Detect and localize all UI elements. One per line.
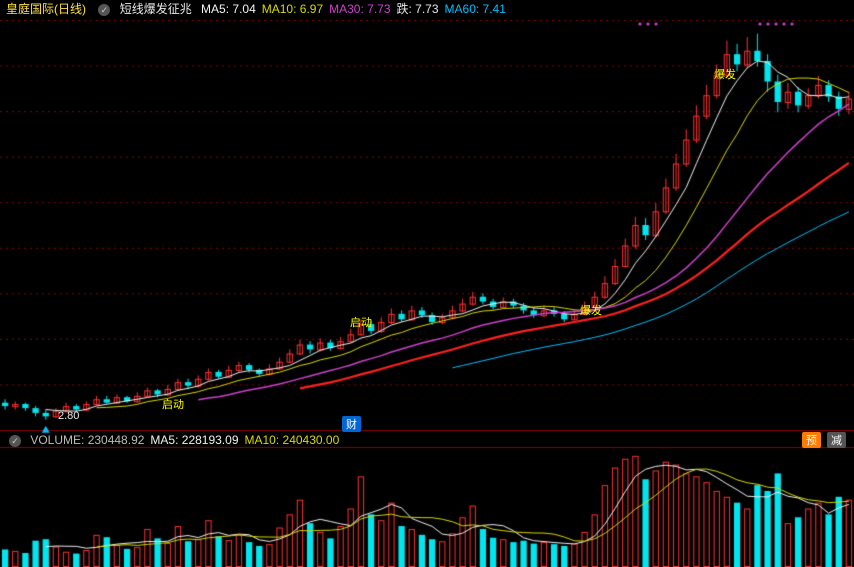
stock-title: 皇庭国际(日线) <box>6 2 86 16</box>
price-header: 皇庭国际(日线) ✓ 短线爆发征兆 MA5: 7.04 MA10: 6.97 MA3… <box>0 0 518 18</box>
volume-toggle-icon[interactable]: ✓ <box>9 435 21 447</box>
bottom-badges: 预 减 <box>799 432 846 448</box>
volume-canvas[interactable] <box>0 0 854 567</box>
chart-root: 皇庭国际(日线) ✓ 短线爆发征兆 MA5: 7.04 MA10: 6.97 MA3… <box>0 0 854 567</box>
header-ma10: MA10: 6.97 <box>262 2 323 16</box>
indicator-toggle-icon[interactable]: ✓ <box>98 4 110 16</box>
jian-badge[interactable]: 减 <box>827 432 846 448</box>
header-ma5: MA5: 7.04 <box>201 2 256 16</box>
yu-badge[interactable]: 预 <box>802 432 821 448</box>
volheader-ma10: MA10: 240430.00 <box>245 433 340 447</box>
header-跌: 跌: 7.73 <box>397 2 439 16</box>
volheader-volume: VOLUME: 230448.92 <box>30 433 144 447</box>
indicator-name: 短线爆发征兆 <box>120 2 192 16</box>
header-ma60: MA60: 7.41 <box>445 2 506 16</box>
cai-badge[interactable]: 财 <box>342 416 361 432</box>
header-ma30: MA30: 7.73 <box>329 2 390 16</box>
volheader-ma5: MA5: 228193.09 <box>150 433 238 447</box>
volume-header: ✓ VOLUME: 230448.92 MA5: 228193.09 MA10: 2… <box>0 432 351 448</box>
